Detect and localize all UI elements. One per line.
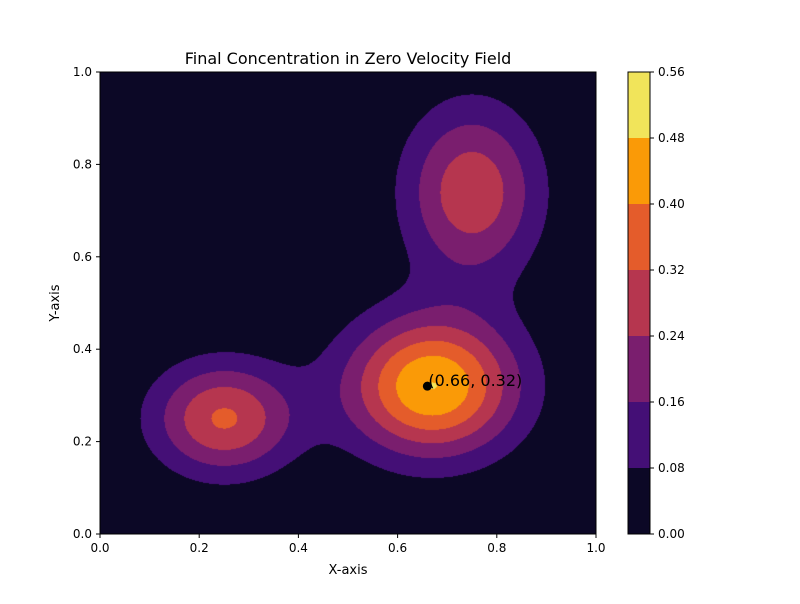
annotation-point: [422, 381, 432, 391]
colorbar-segment: [628, 468, 650, 534]
x-tick-label: 0.0: [90, 541, 109, 555]
colorbar-tick-label: 0.56: [658, 65, 685, 79]
colorbar-segment: [628, 402, 650, 468]
x-tick-label: 0.4: [289, 541, 308, 555]
colorbar-tick-label: 0.40: [658, 197, 685, 211]
y-tick-label: 0.0: [73, 527, 92, 541]
colorbar-tick-label: 0.00: [658, 527, 685, 541]
colorbar-tick-label: 0.08: [658, 461, 685, 475]
y-tick-label: 1.0: [73, 65, 92, 79]
colorbar-segment: [628, 72, 650, 138]
colorbar: 0.00 0.08 0.16 0.24 0.32 0.40 0.48 0.56: [627, 65, 685, 541]
y-axis-label: Y-axis: [48, 284, 63, 322]
colorbar-tick-label: 0.32: [658, 263, 685, 277]
y-tick-label: 0.6: [73, 250, 92, 264]
x-tick-label: 1.0: [586, 541, 605, 555]
y-tick-label: 0.8: [73, 157, 92, 171]
contour-fill: [100, 72, 596, 534]
annotation: (0.66, 0.32): [422, 371, 522, 391]
colorbar-segment: [628, 336, 650, 402]
colorbar-segment: [628, 204, 650, 270]
x-tick-label: 0.8: [487, 541, 506, 555]
annotation-label: (0.66, 0.32): [428, 371, 522, 390]
x-axis-label: X-axis: [329, 563, 368, 578]
colorbar-frame: [627, 71, 651, 535]
colorbar-tick-label: 0.48: [658, 131, 685, 145]
plot-area: [100, 72, 596, 534]
colorbar-tick-label: 0.16: [658, 395, 685, 409]
x-axis: 0.0 0.2 0.4 0.6 0.8 1.0: [90, 534, 606, 555]
y-axis: 0.0 0.2 0.4 0.6 0.8 1.0: [73, 65, 100, 541]
colorbar-segment: [628, 138, 650, 204]
y-tick-label: 0.2: [73, 435, 92, 449]
colorbar-tick-label: 0.24: [658, 329, 685, 343]
x-tick-label: 0.2: [190, 541, 209, 555]
colorbar-segment: [628, 270, 650, 336]
y-tick-label: 0.4: [73, 342, 92, 356]
x-tick-label: 0.6: [388, 541, 407, 555]
chart-title: Final Concentration in Zero Velocity Fie…: [185, 49, 512, 68]
plot-frame: [99, 71, 597, 535]
